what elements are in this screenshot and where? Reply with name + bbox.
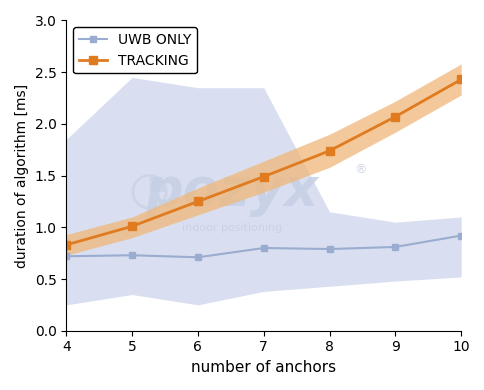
UWB ONLY [195,255,200,260]
TRACKING [457,77,463,82]
Y-axis label: duration of algorithm [ms]: duration of algorithm [ms] [15,83,29,268]
TRACKING [392,114,397,119]
UWB ONLY [392,245,397,249]
Legend: UWB ONLY, TRACKING: UWB ONLY, TRACKING [73,27,196,73]
Line: UWB ONLY: UWB ONLY [62,232,464,261]
Text: ◔: ◔ [128,168,169,214]
TRACKING [63,243,69,247]
Text: ®: ® [353,163,366,176]
UWB ONLY [260,246,266,250]
TRACKING [326,149,332,153]
UWB ONLY [326,247,332,252]
Line: TRACKING: TRACKING [62,75,464,249]
TRACKING [260,174,266,179]
UWB ONLY [63,254,69,259]
Text: indoor positioning: indoor positioning [182,223,282,233]
TRACKING [129,224,135,229]
TRACKING [195,199,200,204]
X-axis label: number of anchors: number of anchors [191,360,335,375]
Text: pozyx: pozyx [145,165,318,217]
UWB ONLY [129,253,135,257]
UWB ONLY [457,233,463,238]
